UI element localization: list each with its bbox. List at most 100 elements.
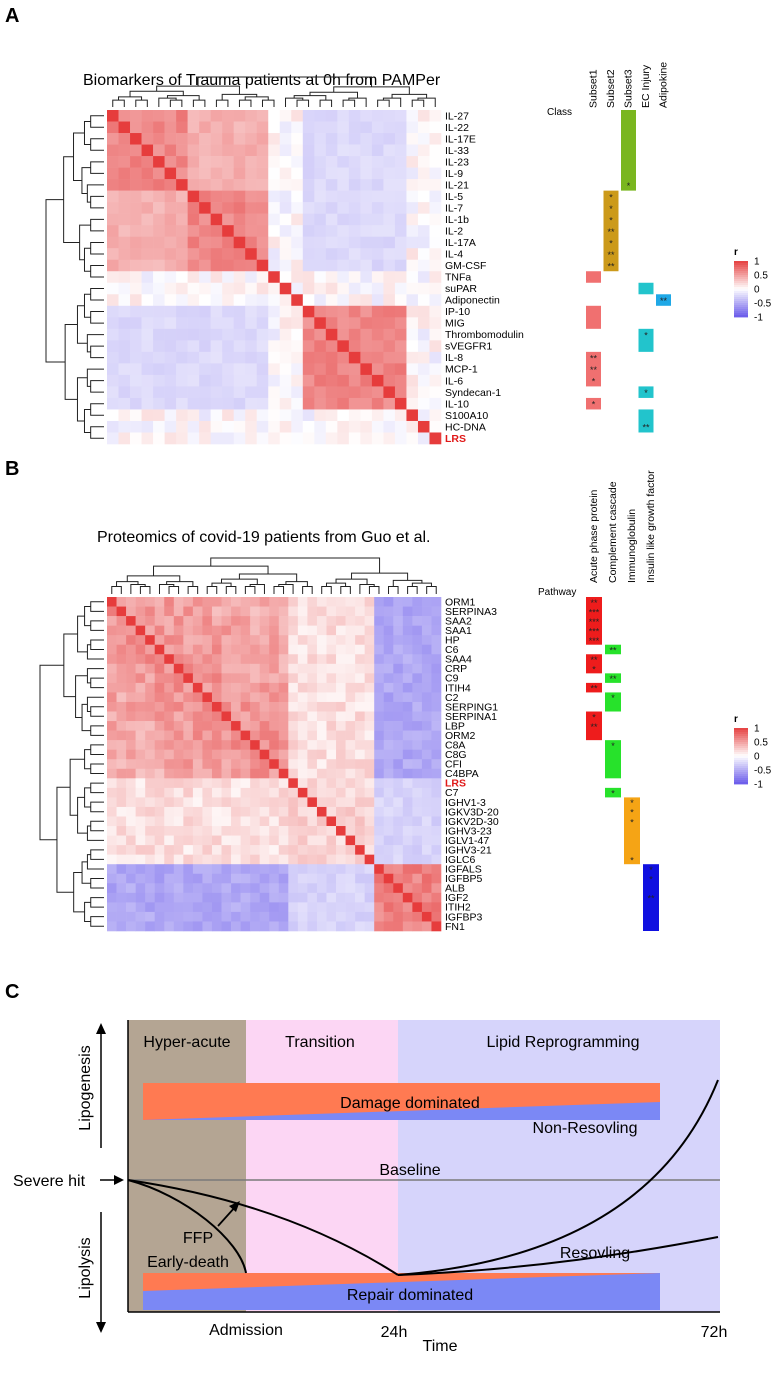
heatmap-cell — [314, 432, 327, 445]
heatmap-cell — [240, 663, 251, 674]
heatmap-cell — [173, 787, 184, 798]
dendrogram-branch — [238, 99, 252, 107]
heatmap-cell — [348, 179, 361, 191]
heatmap-cell — [250, 787, 260, 798]
heatmap-cell — [187, 328, 200, 341]
heatmap-cell — [278, 787, 289, 798]
panel-b-label: B — [5, 458, 19, 480]
heatmap-cell — [291, 248, 304, 261]
heatmap-cell — [107, 711, 117, 722]
heatmap-cell — [279, 351, 292, 364]
heatmap-cell — [402, 692, 413, 703]
heatmap-cell — [374, 835, 385, 846]
heatmap-cell — [394, 271, 407, 284]
heatmap-cell — [421, 740, 432, 750]
heatmap-cell — [316, 902, 327, 913]
heatmap-cell — [325, 225, 338, 237]
dendrogram-branch — [382, 97, 402, 107]
heatmap-cell — [364, 902, 375, 913]
heatmap-cell — [176, 340, 188, 353]
heatmap-cell — [259, 721, 270, 731]
legend-swatch — [734, 770, 748, 773]
heatmap-cell — [107, 854, 117, 865]
heatmap-cell — [250, 663, 260, 674]
heatmap-cell — [336, 616, 346, 626]
heatmap-cell — [325, 386, 338, 399]
heatmap-cell — [221, 730, 232, 741]
heatmap-cell — [231, 749, 241, 760]
heatmap-cell — [222, 305, 234, 318]
heatmap-cell — [202, 787, 213, 798]
heatmap-cell — [173, 740, 184, 750]
dendrogram-branch — [90, 897, 104, 908]
heatmap-cell — [279, 397, 292, 410]
heatmap-cell — [429, 397, 442, 410]
lipogenesis-arrowhead — [96, 1023, 106, 1034]
heatmap-cell — [164, 133, 177, 145]
heatmap-cell — [326, 616, 337, 626]
heatmap-cell — [402, 883, 413, 894]
heatmap-cell — [183, 711, 194, 722]
heatmap-cell — [107, 409, 119, 422]
heatmap-cell — [393, 625, 404, 636]
heatmap-cell — [314, 374, 327, 387]
heatmap-cell — [118, 305, 131, 318]
heatmap-cell — [240, 854, 251, 865]
heatmap-cell — [107, 317, 119, 330]
dendrogram-branch — [321, 586, 332, 594]
heatmap-cell — [240, 826, 251, 836]
heatmap-cell — [118, 133, 131, 145]
heatmap-cell — [269, 911, 280, 922]
heatmap-cell — [116, 826, 127, 836]
annotation-block — [621, 110, 636, 191]
heatmap-cell — [291, 294, 304, 307]
heatmap-cell — [402, 625, 413, 636]
heatmap-cell — [325, 144, 338, 157]
heatmap-cell — [135, 625, 146, 636]
heatmap-cell — [135, 778, 146, 789]
heatmap-cell — [145, 816, 156, 827]
heatmap-cell — [202, 606, 213, 617]
heatmap-cell — [164, 911, 175, 922]
heatmap-cell — [154, 768, 165, 779]
heatmap-cell — [393, 921, 404, 932]
heatmap-cell — [345, 749, 356, 760]
heatmap-cell — [406, 121, 419, 134]
heatmap-cell — [288, 625, 299, 636]
heatmap-cell — [325, 121, 338, 134]
heatmap-cell — [192, 864, 203, 875]
heatmap-cell — [192, 787, 203, 798]
heatmap-cell — [141, 213, 154, 226]
heatmap-cell — [221, 835, 232, 846]
heatmap-cell — [153, 409, 165, 422]
heatmap-cell — [364, 826, 375, 836]
heatmap-cell — [337, 202, 350, 214]
heatmap-cell — [202, 835, 213, 846]
heatmap-cell — [269, 797, 280, 808]
heatmap-cell — [187, 397, 200, 410]
heatmap-cell — [240, 721, 251, 731]
heatmap-cell — [383, 749, 394, 760]
heatmap-cell — [259, 740, 270, 750]
heatmap-cell — [394, 236, 407, 249]
heatmap-cell — [250, 625, 260, 636]
heatmap-cell — [192, 797, 203, 808]
heatmap-cell — [173, 682, 184, 693]
heatmap-cell — [199, 317, 211, 330]
heatmap-cell — [135, 749, 146, 760]
legend-swatch — [734, 744, 748, 747]
heatmap-cell — [268, 144, 281, 157]
heatmap-cell — [107, 644, 117, 655]
heatmap-cell — [325, 328, 338, 341]
heatmap-cell — [164, 663, 175, 674]
heatmap-cell — [154, 740, 165, 750]
heatmap-cell — [130, 317, 142, 330]
heatmap-cell — [348, 317, 361, 330]
heatmap-cell — [116, 654, 127, 665]
heatmap-cell — [374, 797, 385, 808]
heatmap-cell — [210, 213, 223, 226]
heatmap-cell — [348, 340, 361, 353]
heatmap-cell — [176, 121, 188, 134]
resolving-label: Resovling — [560, 1245, 630, 1262]
heatmap-cell — [245, 144, 258, 157]
